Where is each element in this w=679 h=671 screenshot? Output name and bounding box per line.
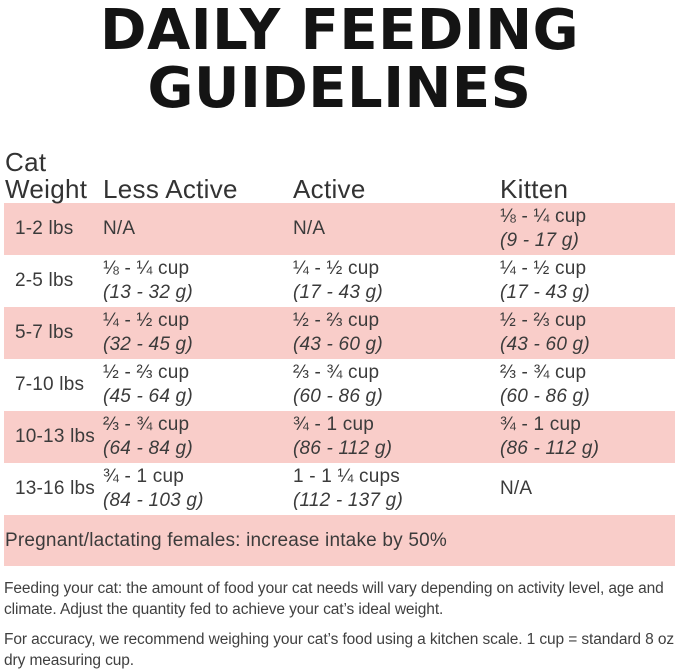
gram-range: (17 - 43 g) xyxy=(293,282,383,303)
header-active: Active xyxy=(293,174,366,204)
gram-range: (13 - 32 g) xyxy=(103,282,193,303)
cup-amount: N/A xyxy=(500,478,533,499)
header-cat-weight-line2: Weight xyxy=(5,174,88,204)
active-cell: 1 - 1 ¼ cups (112 - 137 g) xyxy=(293,463,500,515)
table-row: 10-13 lbs ⅔ - ¾ cup (64 - 84 g) ¾ - 1 cu… xyxy=(4,411,675,463)
kitten-cell: ¼ - ½ cup (17 - 43 g) xyxy=(500,255,675,307)
page-title-line2: GUIDELINES xyxy=(147,56,532,121)
table-row: 7-10 lbs ½ - ⅔ cup (45 - 64 g) ⅔ - ¾ cup… xyxy=(4,359,675,411)
table-body: 1-2 lbs N/A N/A ⅛ - ¼ cup (9 - 17 g) 2-5… xyxy=(4,203,675,515)
cup-amount: N/A xyxy=(103,218,136,239)
cup-amount: ½ - ⅔ cup xyxy=(293,310,380,331)
cup-amount: ¾ - 1 cup xyxy=(293,414,375,435)
weight-cell: 13-16 lbs xyxy=(15,478,95,499)
cup-amount: ⅛ - ¼ cup xyxy=(103,258,190,279)
gram-range: (17 - 43 g) xyxy=(500,282,590,303)
cup-amount: ⅛ - ¼ cup xyxy=(500,206,587,227)
kitten-cell: N/A xyxy=(500,475,675,503)
table-header-row: Cat Weight Less Active Active Kitten xyxy=(4,149,675,203)
feeding-guidelines-table: Cat Weight Less Active Active Kitten 1-2… xyxy=(4,149,675,515)
weight-cell: 2-5 lbs xyxy=(15,270,74,291)
gram-range: (60 - 86 g) xyxy=(293,386,383,407)
cup-amount: ⅔ - ¾ cup xyxy=(500,362,587,383)
active-cell: N/A xyxy=(293,215,500,243)
active-cell: ¼ - ½ cup (17 - 43 g) xyxy=(293,255,500,307)
less-active-cell: ⅛ - ¼ cup (13 - 32 g) xyxy=(103,255,293,307)
header-less-active: Less Active xyxy=(103,174,238,204)
less-active-cell: ½ - ⅔ cup (45 - 64 g) xyxy=(103,359,293,411)
gram-range: (60 - 86 g) xyxy=(500,386,590,407)
less-active-cell: ⅔ - ¾ cup (64 - 84 g) xyxy=(103,411,293,463)
cup-amount: ¾ - 1 cup xyxy=(103,466,185,487)
table-row: 2-5 lbs ⅛ - ¼ cup (13 - 32 g) ¼ - ½ cup … xyxy=(4,255,675,307)
weight-cell: 5-7 lbs xyxy=(15,322,74,343)
less-active-cell: N/A xyxy=(103,215,293,243)
footnote-feeding-variability: Feeding your cat: the amount of food you… xyxy=(4,580,664,618)
cup-amount: N/A xyxy=(293,218,326,239)
gram-range: (45 - 64 g) xyxy=(103,386,193,407)
table-row: 5-7 lbs ¼ - ½ cup (32 - 45 g) ½ - ⅔ cup … xyxy=(4,307,675,359)
cup-amount: ⅔ - ¾ cup xyxy=(293,362,380,383)
less-active-cell: ¾ - 1 cup (84 - 103 g) xyxy=(103,463,293,515)
gram-range: (86 - 112 g) xyxy=(500,438,600,459)
gram-range: (112 - 137 g) xyxy=(293,490,403,511)
cup-amount: ¼ - ½ cup xyxy=(103,310,190,331)
cup-amount: ¾ - 1 cup xyxy=(500,414,582,435)
gram-range: (9 - 17 g) xyxy=(500,230,580,251)
gram-range: (43 - 60 g) xyxy=(293,334,383,355)
cup-amount: ¼ - ½ cup xyxy=(293,258,380,279)
gram-range: (84 - 103 g) xyxy=(103,490,204,511)
kitten-cell: ⅔ - ¾ cup (60 - 86 g) xyxy=(500,359,675,411)
gram-range: (86 - 112 g) xyxy=(293,438,393,459)
kitten-cell: ¾ - 1 cup (86 - 112 g) xyxy=(500,411,675,463)
header-kitten: Kitten xyxy=(500,174,569,204)
weight-cell: 7-10 lbs xyxy=(15,374,85,395)
pregnant-lactating-note-text: Pregnant/lactating females: increase int… xyxy=(5,529,447,551)
header-cat-weight: Cat Weight xyxy=(4,149,103,203)
weight-cell: 1-2 lbs xyxy=(15,218,74,239)
gram-range: (43 - 60 g) xyxy=(500,334,590,355)
footnote-measuring-accuracy: For accuracy, we recommend weighing your… xyxy=(4,631,675,669)
cup-amount: ⅔ - ¾ cup xyxy=(103,414,190,435)
less-active-cell: ¼ - ½ cup (32 - 45 g) xyxy=(103,307,293,359)
weight-cell: 10-13 lbs xyxy=(15,426,95,447)
kitten-cell: ½ - ⅔ cup (43 - 60 g) xyxy=(500,307,675,359)
cup-amount: ¼ - ½ cup xyxy=(500,258,587,279)
pregnant-lactating-note-bar: Pregnant/lactating females: increase int… xyxy=(4,515,675,566)
gram-range: (32 - 45 g) xyxy=(103,334,193,355)
gram-range: (64 - 84 g) xyxy=(103,438,193,459)
cup-amount: ½ - ⅔ cup xyxy=(500,310,587,331)
page-title: DAILY FEEDING GUIDELINES xyxy=(0,0,679,118)
cup-amount: 1 - 1 ¼ cups xyxy=(293,466,400,487)
kitten-cell: ⅛ - ¼ cup (9 - 17 g) xyxy=(500,203,675,255)
active-cell: ⅔ - ¾ cup (60 - 86 g) xyxy=(293,359,500,411)
page-title-line1: DAILY FEEDING xyxy=(99,0,580,63)
active-cell: ½ - ⅔ cup (43 - 60 g) xyxy=(293,307,500,359)
table-row: 1-2 lbs N/A N/A ⅛ - ¼ cup (9 - 17 g) xyxy=(4,203,675,255)
footnotes: Feeding your cat: the amount of food you… xyxy=(4,579,675,671)
cup-amount: ½ - ⅔ cup xyxy=(103,362,190,383)
table-row: 13-16 lbs ¾ - 1 cup (84 - 103 g) 1 - 1 ¼… xyxy=(4,463,675,515)
header-cat-weight-line1: Cat xyxy=(5,147,47,177)
active-cell: ¾ - 1 cup (86 - 112 g) xyxy=(293,411,500,463)
